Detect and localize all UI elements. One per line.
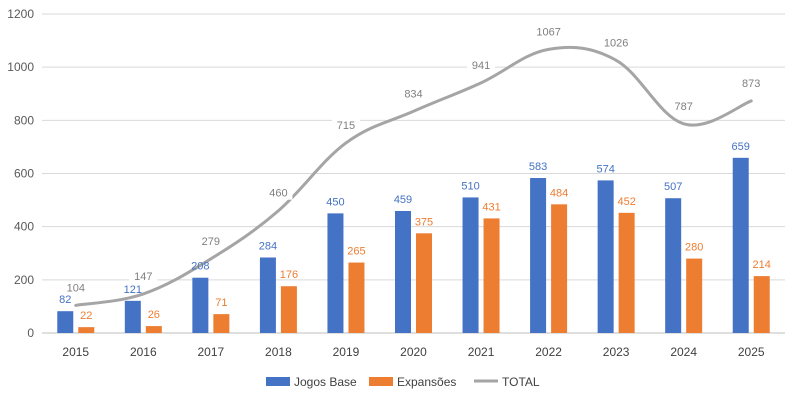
data-label-bg xyxy=(669,99,698,113)
data-label: 214 xyxy=(753,259,771,271)
data-label: 71 xyxy=(215,297,227,309)
data-label: 1026 xyxy=(604,37,628,49)
data-label-bg xyxy=(264,186,293,200)
legend-swatch-expansoes xyxy=(369,377,393,386)
x-tick-label: 2024 xyxy=(670,345,697,359)
legend-label-jogos-base: Jogos Base xyxy=(294,375,357,389)
x-tick-label: 2023 xyxy=(603,345,630,359)
data-label: 574 xyxy=(596,163,614,175)
bar xyxy=(145,326,162,333)
line-series xyxy=(74,45,753,307)
data-labels: 82 121 208 284 450 459 510 583 574 507 659 22 26 71 17… xyxy=(59,25,771,322)
data-label-bg xyxy=(737,76,766,90)
data-label: 82 xyxy=(59,294,71,306)
data-label: 484 xyxy=(550,187,568,199)
data-label: 510 xyxy=(461,180,479,192)
data-label: 941 xyxy=(472,60,490,72)
x-tick-label: 2021 xyxy=(468,345,495,359)
bar xyxy=(192,277,209,333)
x-tick-label: 2025 xyxy=(738,345,765,359)
data-label: 450 xyxy=(326,196,344,208)
data-label: 507 xyxy=(664,181,682,193)
bar xyxy=(483,218,500,333)
y-tick-label: 400 xyxy=(14,220,34,234)
bar xyxy=(732,157,749,333)
bar xyxy=(686,258,703,333)
data-label: 659 xyxy=(732,141,750,153)
y-tick-label: 800 xyxy=(14,113,34,127)
data-label-bg xyxy=(196,234,225,248)
bar xyxy=(395,210,411,333)
data-label: 375 xyxy=(415,216,433,228)
data-label: 715 xyxy=(337,120,355,132)
data-label-bg xyxy=(399,87,428,101)
data-label: 104 xyxy=(67,282,85,294)
x-axis-ticks: 2015 2016 2017 2018 2019 2020 2021 2022 2023 2024… xyxy=(62,345,764,359)
data-label-bg xyxy=(331,118,360,132)
y-tick-label: 1000 xyxy=(7,60,34,74)
legend-label-total: TOTAL xyxy=(502,375,540,389)
bar xyxy=(551,204,568,333)
x-tick-label: 2018 xyxy=(265,345,292,359)
bar xyxy=(665,198,682,333)
data-label: 284 xyxy=(259,241,277,253)
y-tick-label: 1200 xyxy=(7,7,34,21)
data-label: 460 xyxy=(269,188,287,200)
x-tick-label: 2015 xyxy=(62,345,89,359)
x-tick-label: 2017 xyxy=(198,345,225,359)
bar xyxy=(213,314,230,333)
data-label-bg xyxy=(602,36,631,50)
x-tick-label: 2019 xyxy=(333,345,360,359)
total-line xyxy=(74,45,753,307)
bar xyxy=(327,213,344,333)
bar-series xyxy=(57,157,770,333)
bar xyxy=(462,197,479,333)
bar xyxy=(57,311,74,333)
data-label: 176 xyxy=(280,269,298,281)
data-label-bg xyxy=(467,58,496,72)
data-label-bg xyxy=(61,281,90,295)
data-label-bg xyxy=(129,269,158,283)
data-label: 459 xyxy=(394,194,412,206)
bar xyxy=(530,178,547,333)
bar xyxy=(348,262,365,333)
data-label: 787 xyxy=(675,101,693,113)
data-label-bg xyxy=(534,25,563,39)
data-label: 834 xyxy=(404,88,422,100)
data-label: 22 xyxy=(80,310,92,322)
y-tick-label: 600 xyxy=(14,167,34,181)
bar xyxy=(416,233,432,333)
bar xyxy=(259,257,276,333)
data-label: 208 xyxy=(191,261,209,273)
data-label: 452 xyxy=(617,196,635,208)
data-label: 280 xyxy=(685,242,703,254)
y-axis-ticks: 0 200 400 600 800 1000 1200 xyxy=(7,7,34,340)
x-tick-label: 2022 xyxy=(535,345,562,359)
data-label: 26 xyxy=(148,309,160,321)
bar xyxy=(280,286,297,333)
data-label: 1067 xyxy=(536,26,560,38)
x-tick-label: 2016 xyxy=(130,345,157,359)
data-label: 147 xyxy=(134,271,152,283)
y-tick-label: 0 xyxy=(27,326,34,340)
legend-swatch-jogos-base xyxy=(266,377,290,386)
data-label: 583 xyxy=(529,161,547,173)
data-label: 121 xyxy=(124,284,142,296)
data-label: 265 xyxy=(347,246,365,258)
bar xyxy=(597,180,614,333)
bar xyxy=(78,327,95,333)
bar xyxy=(124,300,141,333)
gridlines xyxy=(42,13,785,334)
bar xyxy=(753,276,770,333)
data-label: 431 xyxy=(482,201,500,213)
bar xyxy=(618,212,635,333)
data-label: 873 xyxy=(742,78,760,90)
legend: Jogos Base Expansões TOTAL xyxy=(266,375,540,389)
x-tick-label: 2020 xyxy=(400,345,427,359)
data-label: 279 xyxy=(202,236,220,248)
y-tick-label: 200 xyxy=(14,273,34,287)
legend-label-expansoes: Expansões xyxy=(397,375,456,389)
